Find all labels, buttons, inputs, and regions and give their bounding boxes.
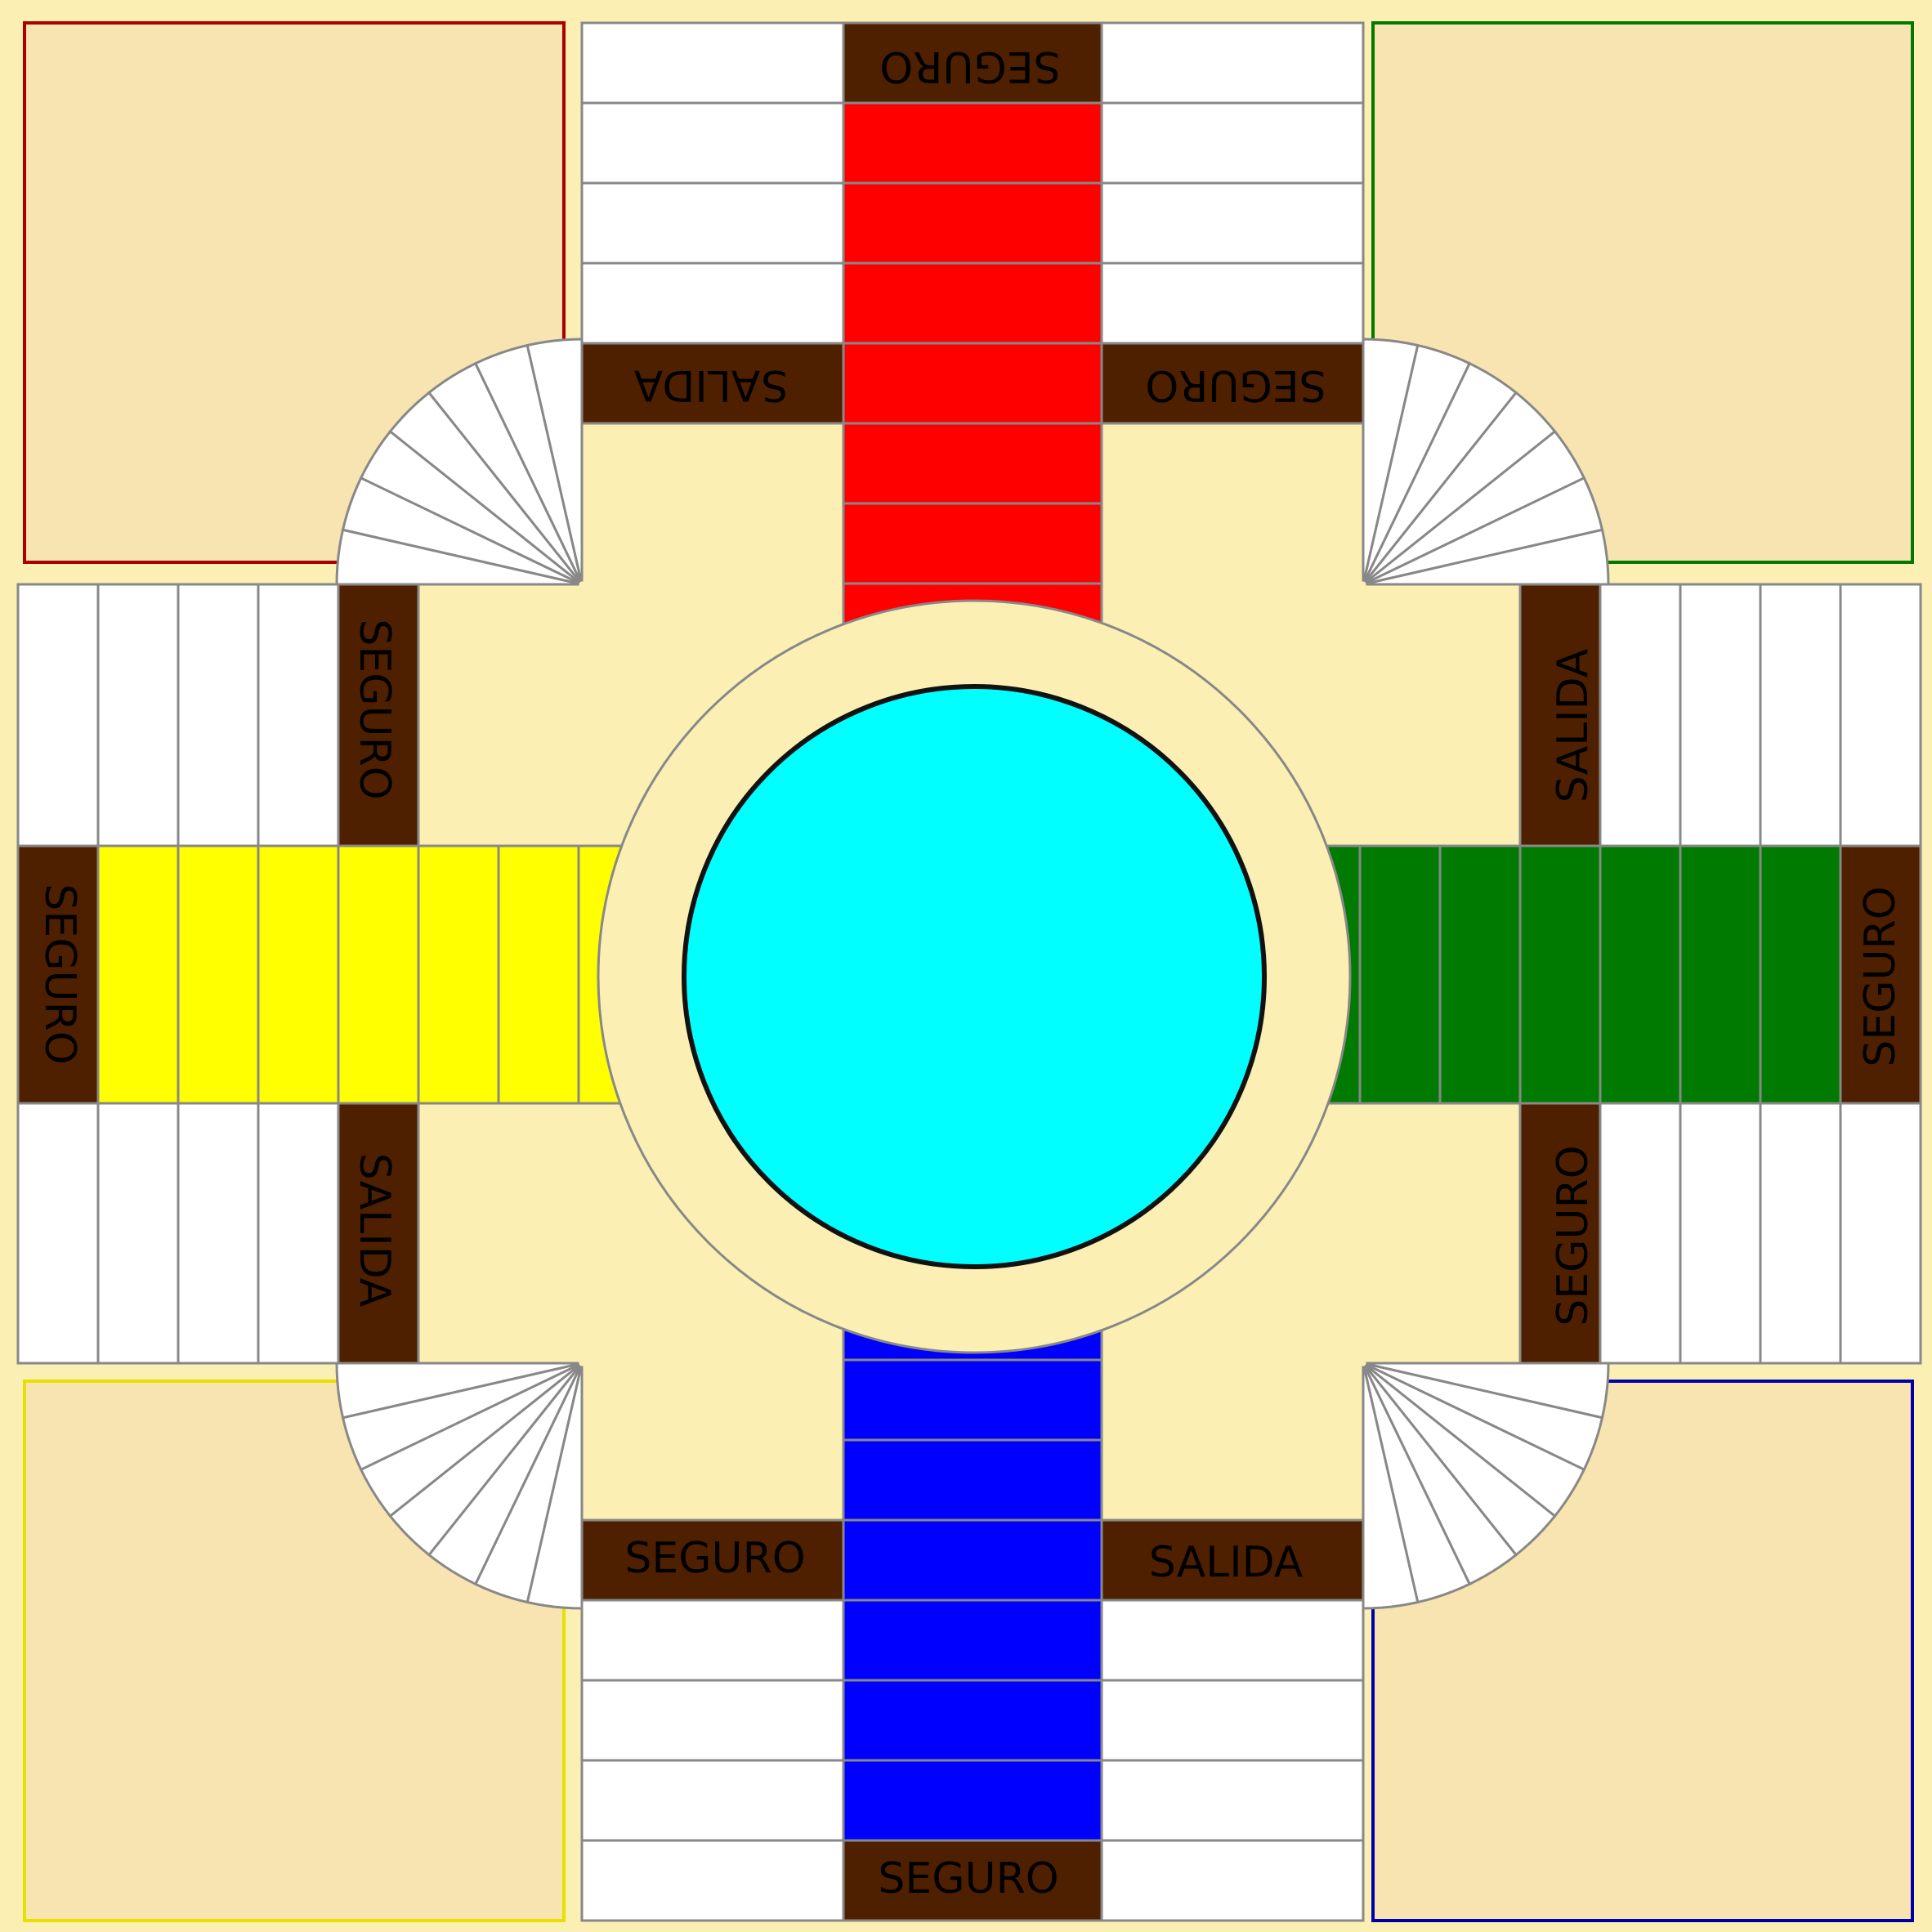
square[interactable] bbox=[1679, 1102, 1762, 1365]
square-curve-top-right[interactable] bbox=[1366, 528, 1610, 586]
lane-square-green[interactable] bbox=[1759, 844, 1842, 1105]
right-salida-label: SALIDA bbox=[1549, 648, 1598, 803]
lane-square-green[interactable] bbox=[1599, 844, 1682, 1105]
square[interactable] bbox=[257, 583, 340, 847]
salida-square-left[interactable] bbox=[337, 1102, 420, 1365]
lane-square-green[interactable] bbox=[1438, 844, 1522, 1105]
square[interactable] bbox=[1100, 21, 1365, 105]
center-goal[interactable] bbox=[682, 684, 1267, 1269]
square[interactable] bbox=[1839, 1102, 1922, 1365]
seguro-square-left-end[interactable] bbox=[16, 844, 100, 1105]
top-salida-label: SALIDA bbox=[633, 360, 788, 409]
square[interactable] bbox=[580, 1759, 845, 1842]
square-curve-bottom-left[interactable] bbox=[335, 1362, 579, 1420]
square[interactable] bbox=[1599, 583, 1682, 847]
salida-square-top[interactable] bbox=[580, 342, 845, 425]
square[interactable] bbox=[1839, 583, 1922, 847]
left-seguro-label: SEGURO bbox=[350, 619, 399, 799]
square[interactable] bbox=[580, 21, 845, 105]
square[interactable] bbox=[1679, 583, 1762, 847]
lane-square-blue[interactable] bbox=[842, 1759, 1103, 1842]
bottom-end-seguro-label: SEGURO bbox=[878, 1854, 1058, 1903]
lane-square-red[interactable] bbox=[842, 101, 1103, 185]
square[interactable] bbox=[580, 1599, 845, 1682]
lane-square-green[interactable] bbox=[1518, 844, 1602, 1105]
square-curve-bottom-right[interactable] bbox=[1362, 1366, 1420, 1610]
square[interactable] bbox=[177, 1102, 260, 1365]
square[interactable] bbox=[1599, 1102, 1682, 1365]
square[interactable] bbox=[96, 1102, 180, 1365]
lane-square-yellow[interactable] bbox=[417, 844, 500, 1105]
square[interactable] bbox=[1100, 1599, 1365, 1682]
square[interactable] bbox=[1100, 101, 1365, 185]
lane-square-red[interactable] bbox=[842, 502, 1103, 585]
square[interactable] bbox=[16, 1102, 100, 1365]
lane-square-blue[interactable] bbox=[842, 1518, 1103, 1602]
square[interactable] bbox=[1100, 181, 1365, 265]
square[interactable] bbox=[177, 583, 260, 847]
square[interactable] bbox=[96, 583, 180, 847]
square[interactable] bbox=[580, 1679, 845, 1762]
lane-square-blue[interactable] bbox=[842, 1679, 1103, 1762]
square[interactable] bbox=[257, 1102, 340, 1365]
seguro-square-right-end[interactable] bbox=[1839, 844, 1922, 1105]
square[interactable] bbox=[580, 1839, 845, 1922]
square[interactable] bbox=[580, 181, 845, 265]
lane-square-red[interactable] bbox=[842, 342, 1103, 425]
salida-square-bottom[interactable] bbox=[1100, 1518, 1365, 1602]
left-salida-label: SALIDA bbox=[350, 1153, 399, 1308]
lane-square-green[interactable] bbox=[1679, 844, 1762, 1105]
bottom-salida-label: SALIDA bbox=[1149, 1538, 1304, 1587]
seguro-square-left[interactable] bbox=[337, 583, 420, 847]
square[interactable] bbox=[1100, 1839, 1365, 1922]
top-seguro-label: SEGURO bbox=[1145, 360, 1326, 409]
square[interactable] bbox=[1100, 262, 1365, 345]
lane-square-red[interactable] bbox=[842, 262, 1103, 345]
right-seguro-label: SEGURO bbox=[1549, 1145, 1598, 1326]
lane-square-yellow[interactable] bbox=[257, 844, 340, 1105]
lane-square-yellow[interactable] bbox=[96, 844, 180, 1105]
square[interactable] bbox=[580, 101, 845, 185]
left-end-seguro-label: SEGURO bbox=[35, 883, 84, 1064]
lane-square-yellow[interactable] bbox=[337, 844, 420, 1105]
square[interactable] bbox=[1759, 1102, 1842, 1365]
lane-square-yellow[interactable] bbox=[177, 844, 260, 1105]
bottom-seguro-label: SEGURO bbox=[624, 1534, 805, 1583]
lane-square-green[interactable] bbox=[1358, 844, 1442, 1105]
top-end-seguro-label: SEGURO bbox=[879, 42, 1060, 91]
square[interactable] bbox=[580, 262, 845, 345]
lane-square-blue[interactable] bbox=[842, 1599, 1103, 1682]
seguro-square-right[interactable] bbox=[1518, 1102, 1602, 1365]
square[interactable] bbox=[1759, 583, 1842, 847]
lane-square-red[interactable] bbox=[842, 422, 1103, 505]
square[interactable] bbox=[16, 583, 100, 847]
square-curve-top-left[interactable] bbox=[525, 338, 584, 582]
lane-square-red[interactable] bbox=[842, 181, 1103, 265]
lane-square-blue[interactable] bbox=[842, 1358, 1103, 1442]
square[interactable] bbox=[1100, 1679, 1365, 1762]
lane-square-blue[interactable] bbox=[842, 1438, 1103, 1522]
square[interactable] bbox=[1100, 1759, 1365, 1842]
right-end-seguro-label: SEGURO bbox=[1856, 886, 1905, 1067]
lane-square-yellow[interactable] bbox=[497, 844, 580, 1105]
